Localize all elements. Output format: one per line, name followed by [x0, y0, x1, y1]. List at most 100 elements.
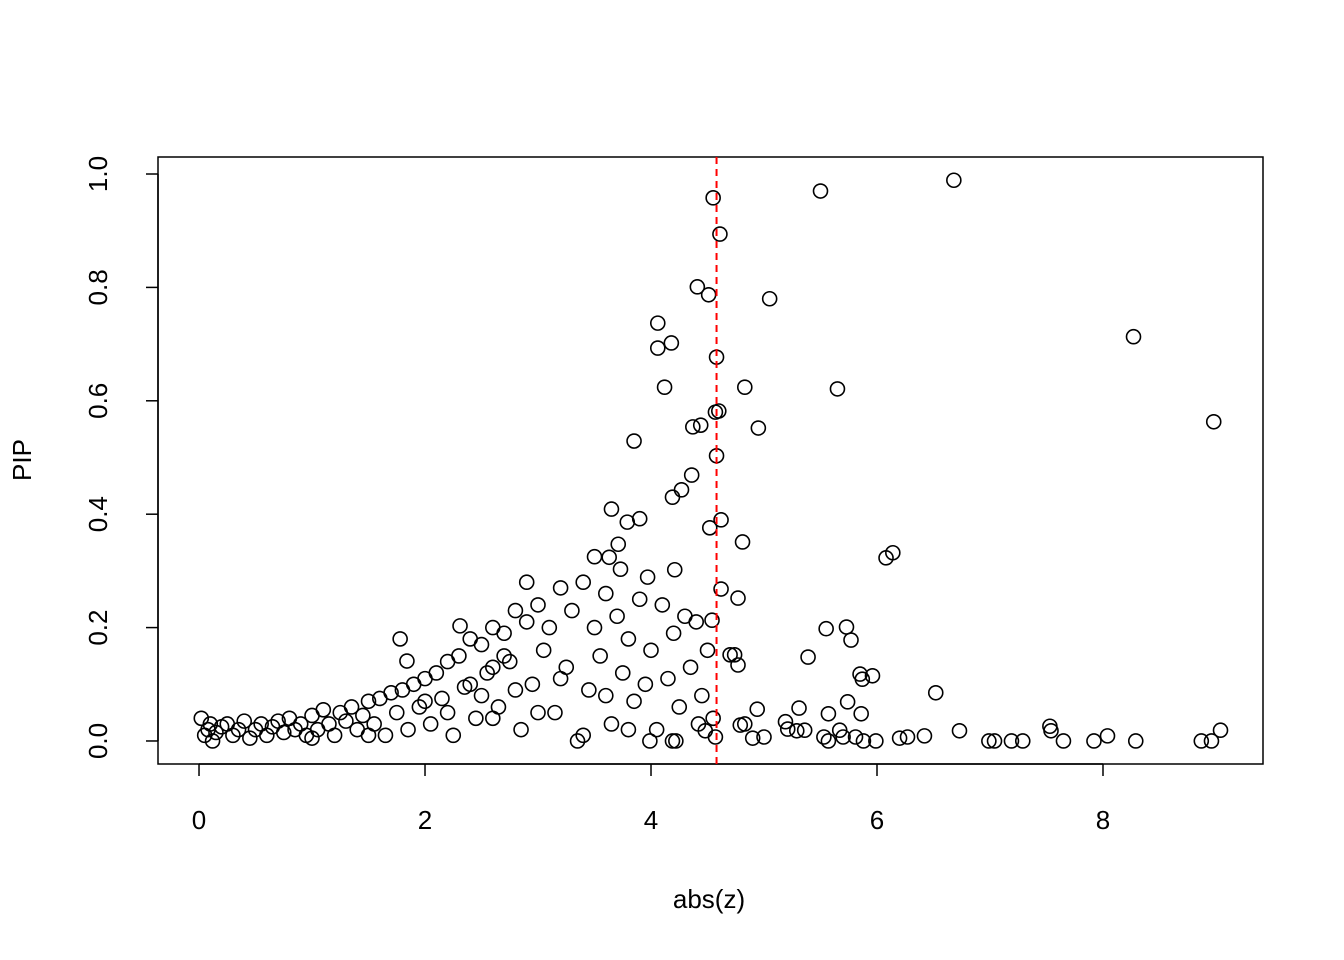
point: [275, 724, 292, 741]
point: [699, 642, 716, 659]
point: [722, 647, 738, 663]
point: [878, 550, 894, 566]
point: [485, 710, 501, 727]
point: [236, 713, 253, 729]
point: [1212, 722, 1229, 739]
point: [648, 721, 665, 738]
x-tick-label: 0: [192, 805, 206, 835]
point: [656, 379, 673, 395]
point: [744, 730, 761, 746]
point: [507, 682, 524, 698]
point: [692, 417, 709, 433]
point: [399, 653, 415, 669]
point: [713, 581, 729, 597]
point: [204, 733, 221, 749]
point: [730, 657, 746, 673]
point: [829, 381, 846, 397]
point: [1127, 733, 1144, 749]
point: [439, 704, 456, 721]
x-axis-title: abs(z): [673, 884, 745, 914]
point: [820, 733, 837, 749]
point: [707, 729, 724, 745]
point: [259, 727, 275, 744]
point: [664, 733, 681, 749]
point: [1014, 733, 1031, 749]
point: [564, 602, 580, 619]
point: [620, 631, 637, 647]
point: [847, 729, 864, 745]
point: [1086, 733, 1102, 749]
point: [343, 699, 360, 715]
point: [705, 710, 721, 727]
point: [835, 729, 851, 745]
point: [868, 733, 884, 749]
point: [713, 512, 729, 528]
point: [304, 730, 320, 746]
point: [586, 548, 603, 565]
point: [689, 279, 706, 295]
point: [473, 636, 490, 653]
point: [575, 574, 592, 591]
point: [592, 648, 608, 664]
point: [818, 620, 834, 637]
point: [193, 710, 210, 727]
point: [462, 676, 479, 693]
point: [338, 713, 354, 729]
point: [726, 647, 743, 663]
y-tick-label: 1.0: [83, 156, 113, 192]
point: [473, 687, 490, 704]
point: [620, 721, 637, 738]
point: [777, 713, 794, 730]
point: [749, 701, 766, 718]
point: [1203, 733, 1220, 749]
point: [666, 561, 683, 578]
point: [796, 722, 813, 739]
point: [208, 724, 224, 741]
point: [1205, 413, 1222, 430]
point: [711, 403, 727, 419]
point: [479, 665, 495, 681]
y-tick-label: 0.2: [83, 610, 113, 646]
point: [355, 707, 371, 724]
point: [946, 172, 962, 189]
point: [586, 619, 603, 636]
point: [736, 379, 753, 395]
point: [671, 699, 688, 715]
point: [575, 727, 592, 744]
point: [230, 721, 247, 738]
point: [812, 183, 829, 199]
point: [639, 569, 656, 585]
point: [800, 649, 816, 665]
point: [899, 729, 916, 745]
point: [518, 574, 535, 591]
point: [779, 721, 796, 737]
point: [530, 597, 546, 613]
y-axis-title: PIP: [7, 439, 37, 481]
point: [690, 716, 707, 732]
point: [734, 534, 751, 550]
point: [685, 419, 701, 435]
point: [581, 682, 597, 698]
point: [660, 670, 676, 687]
point: [673, 482, 690, 498]
point: [838, 619, 855, 635]
point: [417, 693, 433, 710]
point: [400, 721, 416, 738]
point: [730, 590, 746, 606]
point: [603, 501, 620, 517]
point: [854, 671, 871, 687]
point: [569, 733, 586, 749]
point: [788, 722, 805, 739]
point: [750, 420, 767, 436]
point: [864, 667, 881, 684]
point: [855, 733, 872, 749]
point: [665, 625, 682, 642]
point: [530, 704, 546, 721]
point: [451, 648, 467, 664]
point: [643, 642, 659, 659]
point: [552, 670, 569, 687]
point: [411, 699, 428, 715]
point: [637, 676, 654, 693]
point: [202, 716, 219, 732]
point: [496, 625, 512, 642]
